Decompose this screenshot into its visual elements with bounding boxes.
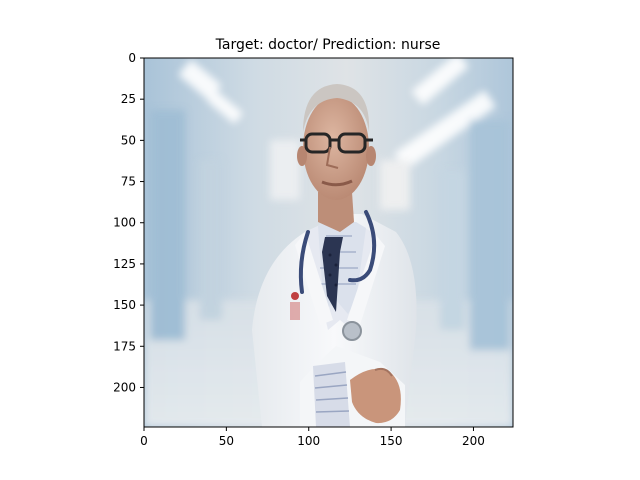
- y-tick-label: 175: [113, 339, 136, 353]
- y-tick-label: 50: [121, 133, 136, 147]
- y-tick-label: 0: [128, 51, 136, 65]
- y-tick-label: 150: [113, 298, 136, 312]
- axes-frame: [143, 57, 514, 428]
- chart-title: Target: doctor/ Prediction: nurse: [215, 37, 441, 53]
- y-axis-ticks: 0 25 50 75 100 125 150 175 200: [113, 51, 144, 394]
- tie: [322, 237, 343, 312]
- head: [303, 96, 369, 200]
- x-tick-label: 150: [380, 434, 403, 448]
- y-tick-label: 125: [113, 257, 136, 271]
- y-tick-label: 75: [121, 175, 136, 189]
- y-tick-label: 100: [113, 216, 136, 230]
- y-tick-label: 200: [113, 380, 136, 394]
- x-tick-label: 100: [297, 434, 320, 448]
- x-axis-ticks: 0 50 100 150 200: [140, 427, 485, 448]
- y-tick-label: 25: [121, 92, 136, 106]
- x-tick-label: 50: [219, 434, 234, 448]
- x-tick-label: 0: [140, 434, 148, 448]
- doctor-portrait-image: [144, 58, 513, 427]
- x-tick-label: 200: [462, 434, 485, 448]
